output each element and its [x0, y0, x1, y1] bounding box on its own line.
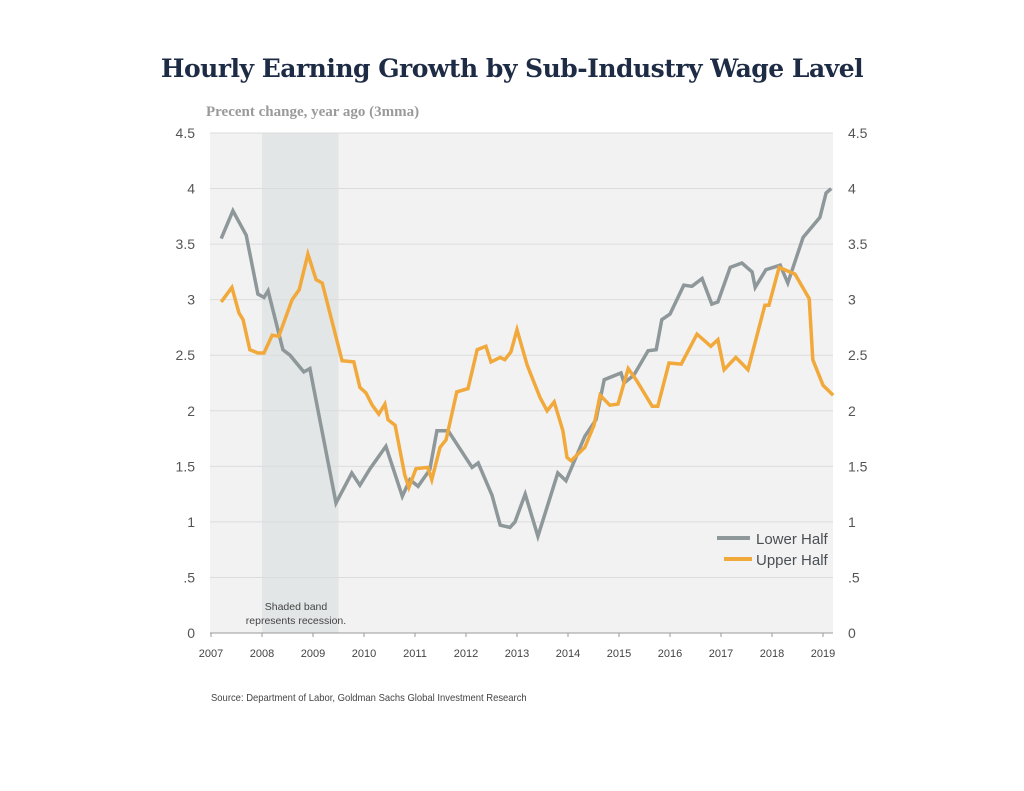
chart-source: Source: Department of Labor, Goldman Sac…	[211, 692, 527, 704]
y-tick-label-left: 3	[187, 292, 195, 308]
x-tick-label: 2015	[607, 648, 631, 660]
x-tick-label: 2016	[658, 648, 682, 660]
x-tick-label: 2009	[301, 648, 325, 660]
x-tick-label: 2012	[454, 648, 478, 660]
series-line-upper-half	[219, 247, 835, 493]
x-tick-label: 2019	[811, 648, 835, 660]
y-tick-label-right: 3	[848, 292, 856, 308]
y-tick-label-left: 0	[187, 625, 195, 641]
y-tick-label-right: 4.5	[848, 125, 868, 141]
legend-label-lower-half: Lower Half	[756, 531, 829, 548]
x-tick-label: 2017	[709, 648, 733, 660]
y-tick-label-left: 4.5	[176, 125, 196, 141]
y-tick-label-left: 3.5	[176, 236, 196, 252]
y-tick-label-right: 2.5	[848, 347, 868, 363]
y-tick-label-left: 1.5	[176, 458, 196, 474]
x-tick-label: 2011	[403, 648, 427, 660]
y-tick-label-left: 2.5	[176, 347, 196, 363]
y-tick-label-left: .5	[183, 569, 195, 585]
y-tick-label-left: 2	[187, 403, 195, 419]
x-tick-label: 2008	[250, 648, 274, 660]
recession-annotation-line2: represents recession.	[246, 615, 346, 627]
y-tick-label-right: 4	[848, 181, 856, 197]
y-tick-label-right: 1.5	[848, 458, 868, 474]
x-tick-label: 2010	[352, 648, 376, 660]
recession-band	[262, 133, 339, 633]
series-line-lower-half	[219, 187, 833, 543]
y-tick-label-left: 1	[187, 514, 195, 530]
y-tick-label-left: 4	[187, 181, 195, 197]
x-tick-label: 2013	[505, 648, 529, 660]
legend-label-upper-half: Upper Half	[756, 552, 829, 569]
y-tick-label-right: 3.5	[848, 236, 868, 252]
chart-subtitle: Precent change, year ago (3mma)	[206, 104, 420, 120]
x-tick-label: 2018	[760, 648, 784, 660]
x-tick-label: 2007	[199, 648, 223, 660]
recession-annotation-line1: Shaded band	[265, 601, 328, 613]
x-tick-label: 2014	[556, 648, 580, 660]
y-tick-label-right: .5	[848, 569, 860, 585]
y-tick-label-right: 2	[848, 403, 856, 419]
y-tick-label-right: 0	[848, 625, 856, 641]
y-tick-label-right: 1	[848, 514, 856, 530]
chart-title: Hourly Earning Growth by Sub-Industry Wa…	[160, 54, 864, 83]
